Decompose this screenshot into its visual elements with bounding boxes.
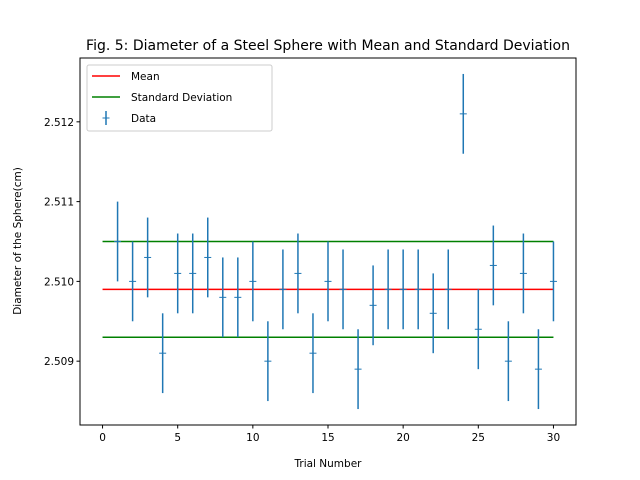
- data-point: [144, 217, 152, 298]
- y-tick-label: 2.512: [44, 117, 74, 129]
- data-point: [339, 249, 347, 330]
- legend-box: [86, 64, 273, 132]
- y-tick-label: 2.510: [44, 276, 74, 288]
- chart-title: Fig. 5: Diameter of a Steel Sphere with …: [86, 38, 570, 54]
- data-point: [504, 321, 512, 402]
- data-point: [234, 257, 242, 338]
- x-tick-label: 15: [321, 432, 334, 444]
- data-point: [279, 249, 287, 330]
- legend-swatch: [102, 111, 110, 125]
- data-point: [294, 233, 302, 314]
- y-tick-label: 2.511: [44, 197, 74, 209]
- y-tick-label: 2.509: [44, 356, 74, 368]
- data-point: [129, 241, 137, 322]
- x-tick-label: 25: [472, 432, 485, 444]
- data-point: [219, 257, 227, 338]
- data-point: [459, 73, 467, 154]
- legend-label: Standard Deviation: [131, 92, 232, 104]
- data-point: [174, 233, 182, 314]
- data-point: [324, 241, 332, 322]
- data-point: [159, 313, 167, 394]
- data-point: [474, 289, 482, 370]
- x-axis-label: Trial Number: [294, 458, 363, 470]
- data-point: [384, 249, 392, 330]
- legend: Mean Standard Deviation Data: [86, 64, 273, 132]
- data-point: [309, 313, 317, 394]
- x-tick-label: 10: [246, 432, 259, 444]
- data-point: [414, 249, 422, 330]
- y-axis-label: Diameter of the Sphere(cm): [12, 167, 24, 315]
- data-point: [534, 329, 542, 410]
- data-point: [444, 249, 452, 330]
- x-axis: 0 5 10 15 20 25 30: [99, 425, 560, 444]
- x-tick-label: 30: [547, 432, 560, 444]
- data-point: [354, 329, 362, 410]
- data-point: [264, 321, 272, 402]
- data-point: [204, 217, 212, 298]
- data-point: [369, 265, 377, 346]
- data-point: [429, 273, 437, 354]
- legend-label: Mean: [131, 71, 160, 83]
- x-tick-label: 0: [99, 432, 106, 444]
- y-axis: 2.509 2.510 2.511 2.512: [44, 117, 80, 368]
- data-point: [399, 249, 407, 330]
- data-point: [549, 241, 557, 322]
- x-tick-label: 20: [396, 432, 409, 444]
- x-tick-label: 5: [174, 432, 181, 444]
- data-point: [519, 233, 527, 314]
- data-point: [249, 241, 257, 322]
- legend-label: Data: [131, 113, 156, 125]
- plot-marks: [102, 73, 557, 410]
- data-point: [114, 201, 122, 282]
- data-point: [189, 233, 197, 314]
- data-point: [489, 225, 497, 306]
